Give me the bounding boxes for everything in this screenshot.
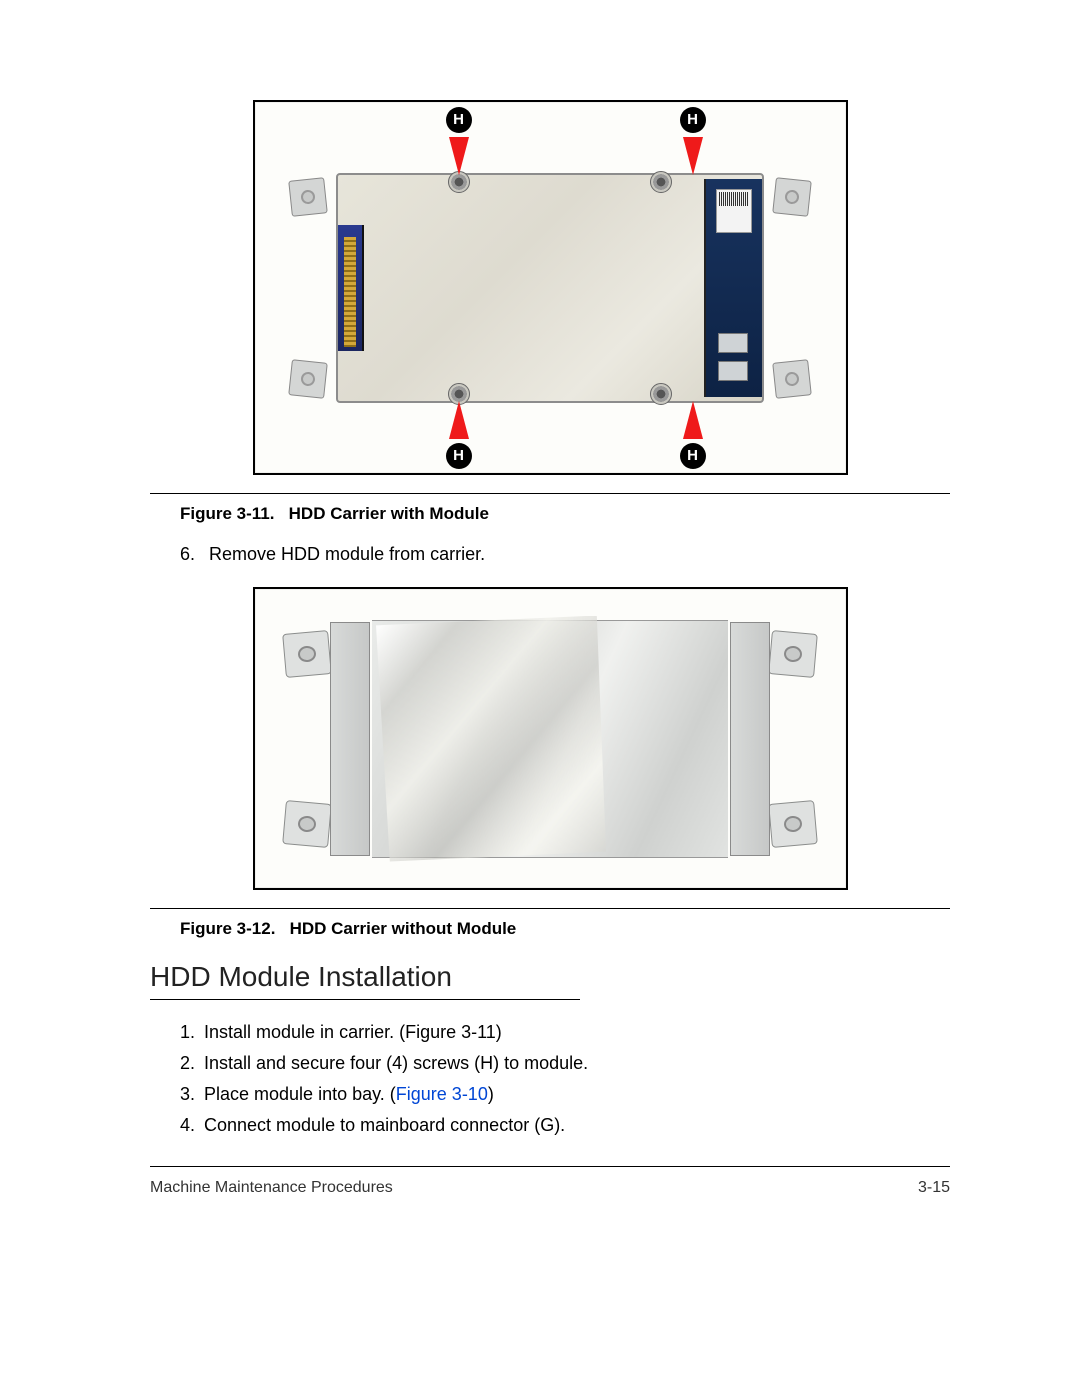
bracket-arm-bottom-left (288, 359, 328, 399)
step-text: ) (496, 1022, 502, 1042)
step-number: 4. (180, 1115, 204, 1136)
figure-caption-prefix: Figure 3-12. (180, 919, 275, 938)
bracket-arm-top-left (288, 177, 328, 217)
installation-step: 3.Place module into bay. (Figure 3-10) (180, 1084, 950, 1105)
screw-hole-H-top-right (650, 171, 672, 193)
callout-badge-H: H (446, 107, 472, 133)
callout-badge-H: H (680, 107, 706, 133)
bracket-arm-bottom-right (768, 800, 818, 848)
pcb-chip (718, 333, 748, 353)
barcode-label-sticker (716, 189, 752, 233)
section-heading-hdd-module-installation: HDD Module Installation (150, 961, 950, 993)
pcb-strip (704, 179, 762, 397)
page-footer: Machine Maintenance Procedures 3-15 (150, 1179, 950, 1197)
callout-H-top-left: H (458, 137, 459, 138)
bracket-arm-top-right (768, 630, 818, 678)
figure-3-12-caption: Figure 3-12. HDD Carrier without Module (150, 919, 950, 939)
callout-H-top-right: H (692, 137, 693, 138)
callout-arrow-icon (683, 137, 703, 175)
step-number: 2. (180, 1053, 204, 1074)
figure-3-12-image (253, 587, 848, 890)
footer-page-number: 3-15 (918, 1179, 950, 1197)
callout-arrow-icon (449, 137, 469, 175)
bracket-arm-bottom-left (282, 800, 332, 848)
installation-steps-list: 1.Install module in carrier. (Figure 3-1… (150, 1022, 950, 1136)
sata-connector-pins (344, 237, 356, 347)
caption-rule (150, 493, 950, 494)
hdd-carrier-without-module-illustration (290, 614, 810, 864)
callout-arrow-icon (449, 401, 469, 439)
bracket-arm-bottom-right (772, 359, 812, 399)
step-text: Install module in carrier. ( (204, 1022, 405, 1042)
figure-3-11-image: H H H H (253, 100, 848, 475)
caption-rule (150, 908, 950, 909)
hdd-carrier-with-module-illustration: H H H H (300, 143, 800, 433)
section-underline (150, 999, 580, 1000)
figure-caption-title: HDD Carrier with Module (289, 504, 489, 523)
figure-caption-title: HDD Carrier without Module (290, 919, 517, 938)
document-page: H H H H Figure 3-11 (0, 0, 1080, 1257)
bracket-arm-top-right (772, 177, 812, 217)
step-text: ) (488, 1084, 494, 1104)
step-number: 6. (180, 544, 204, 565)
figure-3-11-block: H H H H Figure 3-11 (150, 100, 950, 524)
installation-step: 2.Install and secure four (4) screws (H)… (180, 1053, 950, 1074)
footer-rule (150, 1166, 950, 1167)
step-text: Place module into bay. ( (204, 1084, 396, 1104)
carrier-rail-left (330, 622, 370, 856)
figure-cross-reference: Figure 3-11 (405, 1022, 496, 1042)
callout-badge-H: H (680, 443, 706, 469)
callout-arrow-icon (683, 401, 703, 439)
installation-step: 1.Install module in carrier. (Figure 3-1… (180, 1022, 950, 1043)
step-text: Install and secure four (4) screws (H) t… (204, 1053, 588, 1073)
step-text: Remove HDD module from carrier. (209, 544, 485, 564)
footer-left: Machine Maintenance Procedures (150, 1179, 393, 1197)
carrier-thermal-foil (376, 616, 606, 862)
step-text: Connect module to mainboard connector (G… (204, 1115, 565, 1135)
figure-caption-prefix: Figure 3-11. (180, 504, 274, 523)
figure-3-11-caption: Figure 3-11. HDD Carrier with Module (150, 504, 950, 524)
carrier-rail-right (730, 622, 770, 856)
callout-badge-H: H (446, 443, 472, 469)
callout-H-bottom-left: H (458, 438, 459, 439)
bracket-arm-top-left (282, 630, 332, 678)
figure-cross-reference-link[interactable]: Figure 3-10 (396, 1084, 488, 1104)
removal-step-6: 6. Remove HDD module from carrier. (150, 544, 950, 565)
step-number: 1. (180, 1022, 204, 1043)
callout-H-bottom-right: H (692, 438, 693, 439)
pcb-chip (718, 361, 748, 381)
screw-hole-H-bottom-right (650, 383, 672, 405)
hdd-module-body (336, 173, 764, 403)
installation-step: 4.Connect module to mainboard connector … (180, 1115, 950, 1136)
step-number: 3. (180, 1084, 204, 1105)
figure-3-12-block: Figure 3-12. HDD Carrier without Module (150, 587, 950, 939)
